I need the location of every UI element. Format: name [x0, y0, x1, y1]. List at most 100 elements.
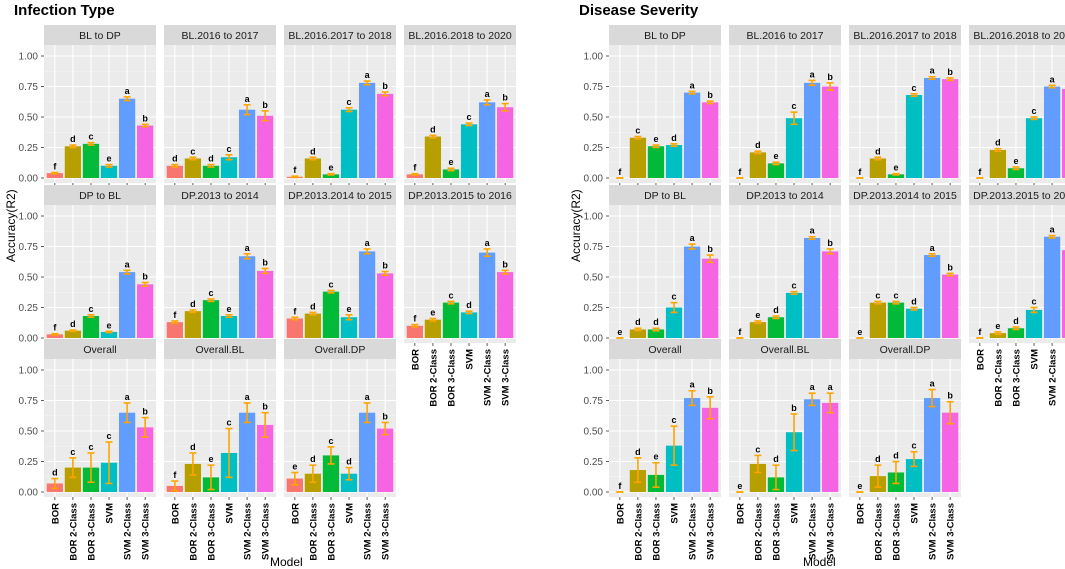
facet-strip: [404, 185, 516, 205]
facet-strip: [609, 185, 721, 205]
significance-letter: c: [792, 101, 797, 111]
bar: [478, 102, 496, 178]
y-tick-label: 0.75: [584, 396, 604, 407]
significance-letter: d: [70, 134, 76, 144]
x-tick-label: SVM: [225, 503, 236, 524]
x-tick-label: BOR 2-Class: [873, 503, 884, 561]
facet-label: DP to BL: [644, 190, 686, 202]
facet-panel: BL.2016 to 2017 d c d c a b: [164, 25, 276, 186]
facet-panel: BL.2016.2017 to 2018 f d e c a b: [849, 25, 961, 186]
y-tick-label: 0.00: [584, 488, 604, 499]
significance-letter: c: [672, 415, 677, 425]
significance-letter: c: [88, 304, 93, 314]
bar: [238, 256, 256, 338]
facet-strip: [609, 339, 721, 359]
bar: [220, 157, 238, 178]
bar: [785, 432, 803, 492]
facet-panel: DP.2013.2015 to 2016 f e c d a b BOR BOR 2-Class…: [404, 185, 516, 407]
significance-letter: d: [70, 319, 76, 329]
y-tick-label: 0.50: [19, 273, 39, 284]
significance-letter: a: [245, 392, 251, 402]
x-tick-label: BOR 3-Class: [326, 503, 337, 561]
x-tick-label: BOR: [975, 349, 986, 370]
significance-letter: f: [173, 310, 177, 320]
bar: [478, 252, 496, 338]
facet-panel: DP.2013.2014 to 2015 e c c d a b: [849, 185, 961, 346]
x-tick-label: BOR 3-Class: [1011, 349, 1022, 407]
significance-letter: f: [978, 167, 982, 177]
significance-letter: e: [227, 304, 232, 314]
significance-letter: c: [755, 444, 760, 454]
bar: [322, 291, 340, 338]
x-tick-label: BOR 2-Class: [68, 503, 79, 561]
facet-label: Overall.DP: [315, 344, 366, 356]
bar: [202, 300, 220, 338]
significance-letter: f: [173, 470, 177, 480]
y-tick-label: 1.00: [19, 212, 39, 223]
facet-panel: BL.2016.2017 to 2018 f d e c a b: [284, 25, 396, 186]
bar: [1062, 88, 1065, 178]
significance-letter: b: [827, 238, 833, 248]
bar: [64, 330, 82, 338]
significance-letter: b: [262, 257, 268, 267]
bar: [286, 318, 303, 338]
significance-letter: b: [502, 93, 508, 103]
facet-panel: BL to DP f d c e a b 0.00 0.25 0.50 0.75 1.00: [19, 25, 156, 186]
disease-severity-figure: Disease Severity Accuracy(R2) Model BL t…: [545, 0, 1065, 569]
y-tick-label: 1.00: [19, 366, 39, 377]
x-tick-label: BOR 3-Class: [446, 349, 457, 407]
bar: [46, 173, 63, 178]
bar: [358, 251, 376, 338]
bar: [665, 145, 683, 178]
significance-letter: c: [1032, 106, 1037, 116]
bar: [184, 158, 202, 178]
significance-letter: e: [448, 157, 453, 167]
facet-label: Overall.BL: [195, 344, 244, 356]
y-tick-label: 0.50: [584, 427, 604, 438]
significance-letter: f: [738, 327, 742, 337]
bar: [166, 165, 183, 178]
significance-letter: d: [671, 133, 677, 143]
y-tick-label: 0.25: [584, 457, 604, 468]
x-tick-label: SVM 3-Class: [501, 349, 512, 406]
significance-letter: e: [292, 461, 297, 471]
bar: [497, 272, 514, 338]
significance-letter: c: [328, 436, 333, 446]
infection-type-figure: Infection Type Accuracy(R2) Model BL to …: [0, 0, 520, 569]
significance-letter: d: [755, 140, 761, 150]
significance-letter: c: [792, 281, 797, 291]
significance-letter: c: [190, 146, 195, 156]
bar: [497, 107, 514, 178]
bar: [785, 292, 803, 338]
significance-letter: c: [227, 144, 232, 154]
significance-letter: e: [107, 320, 112, 330]
bar: [1025, 309, 1043, 338]
significance-letter: a: [485, 89, 491, 99]
x-tick-label: SVM 3-Class: [261, 503, 272, 560]
bar: [803, 237, 821, 338]
y-tick-label: 0.00: [19, 334, 39, 345]
significance-letter: c: [107, 431, 112, 441]
bar: [257, 424, 274, 492]
x-tick-label: BOR: [410, 349, 421, 370]
x-tick-label: BOR 2-Class: [753, 503, 764, 561]
significance-letter: e: [328, 163, 333, 173]
y-tick-label: 0.75: [584, 82, 604, 93]
y-tick-label: 0.75: [19, 396, 39, 407]
significance-letter: a: [1050, 225, 1056, 235]
significance-letter: b: [791, 403, 797, 413]
facet-panel: BL to DP f c e d a b 0.00 0.25 0.50 0.75 1.00: [584, 25, 721, 186]
bar: [100, 331, 118, 338]
significance-letter: e: [347, 304, 352, 314]
y-tick-label: 0.00: [19, 174, 39, 185]
bar: [322, 455, 340, 492]
significance-letter: c: [70, 447, 75, 457]
facet-label: Overall: [83, 344, 116, 356]
bar: [340, 109, 358, 178]
significance-letter: a: [690, 233, 696, 243]
facet-strip: [164, 339, 276, 359]
facet-label: BL.2016 to 2017: [181, 30, 258, 42]
facet-panel: DP.2013.2015 to 2016fedcabBORBOR 2-Class…: [969, 185, 1065, 407]
bar: [304, 158, 322, 178]
facet-panel: Overall.DP e d d c a b BOR BOR 2-Class BOR 3-Clas…: [849, 339, 961, 561]
